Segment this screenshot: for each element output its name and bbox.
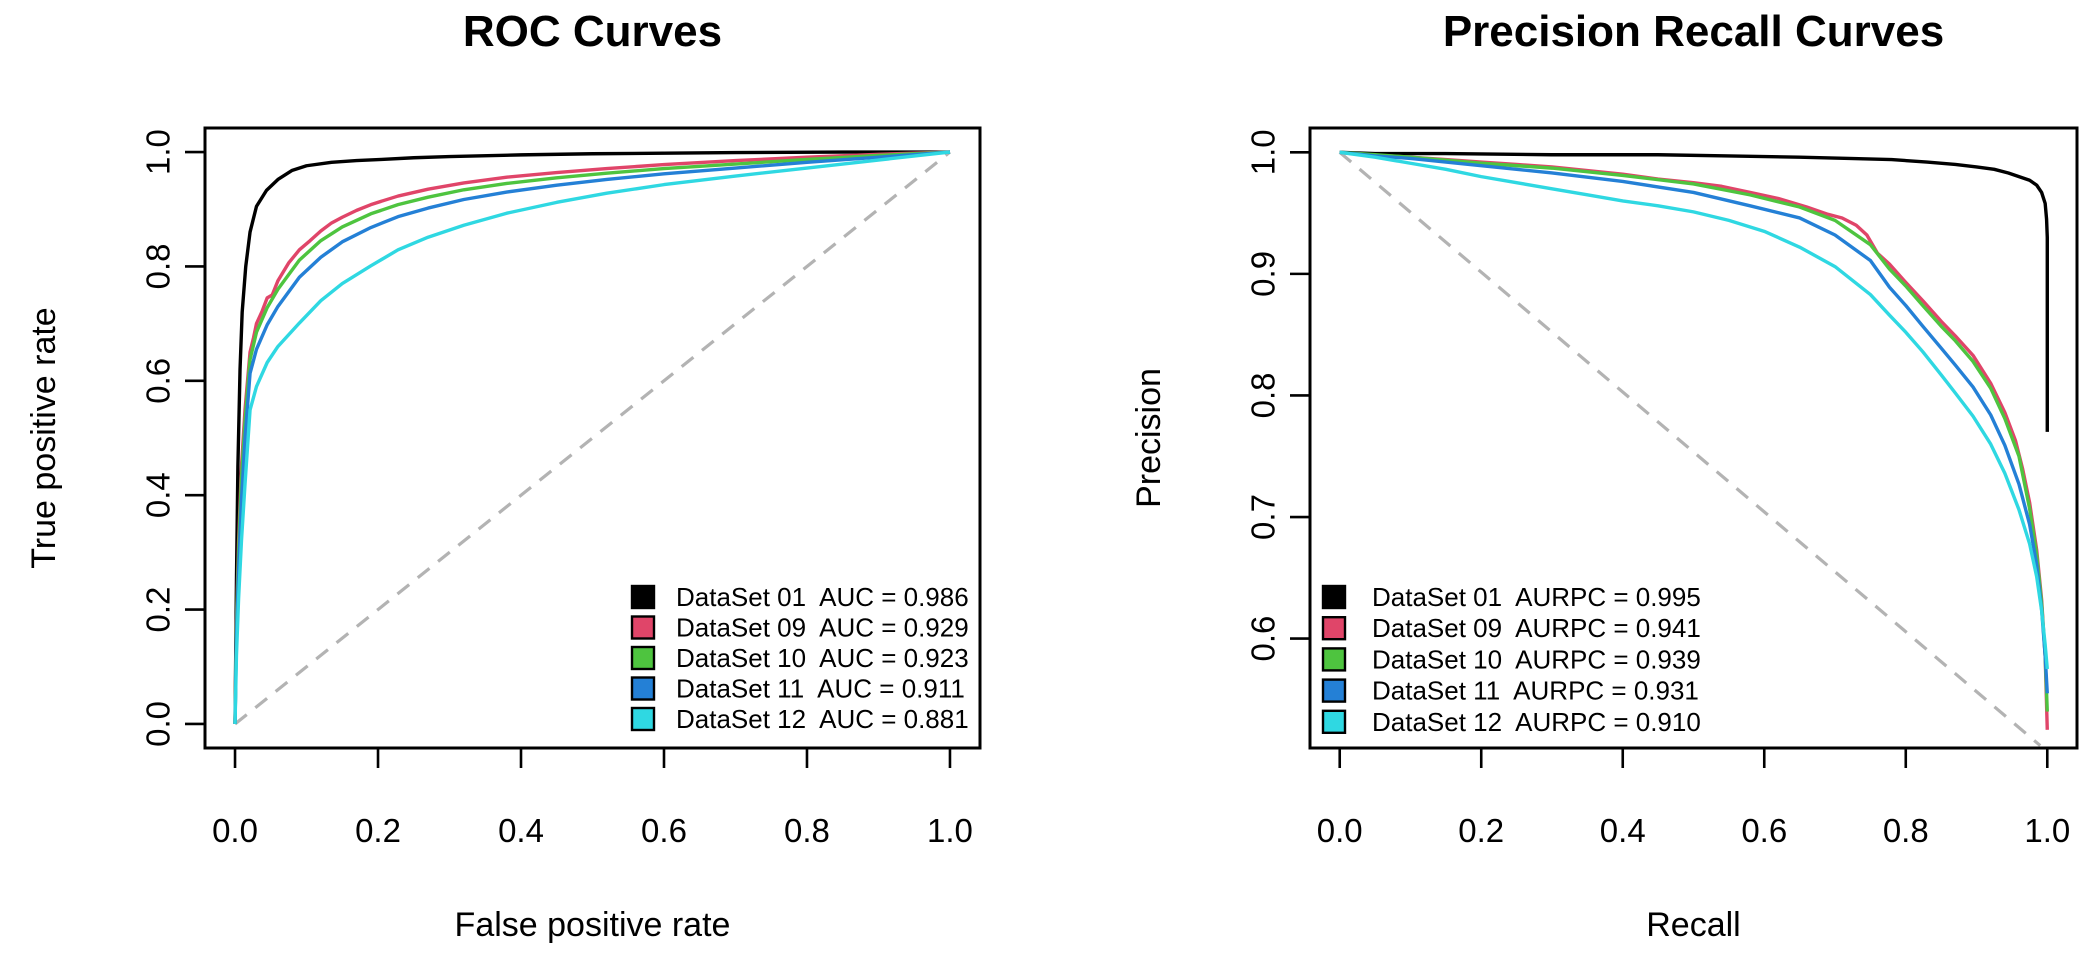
dataset-01-legend-swatch	[1321, 584, 1347, 610]
dataset-11-legend-swatch	[1321, 678, 1347, 703]
dataset-10-legend-swatch	[1321, 647, 1347, 672]
plot-border	[203, 126, 982, 750]
dataset-10-curve	[1339, 150, 2049, 712]
dataset-11-legend-label: DataSet 11 AUC = 0.911	[676, 674, 965, 704]
dataset-12-curve	[233, 150, 951, 725]
dataset-11-curve	[233, 150, 951, 725]
x-tick-label: 0.0	[1317, 812, 1363, 849]
y-tick-label: 0.8	[1245, 373, 1282, 419]
chart-title: ROC Curves	[463, 7, 722, 56]
x-axis-label: False positive rate	[455, 906, 731, 944]
x-tick-label: 0.2	[355, 812, 401, 849]
x-tick-label: 0.8	[1883, 812, 1929, 849]
dataset-11-legend-swatch	[630, 676, 656, 701]
dataset-01-legend-swatch	[630, 584, 656, 610]
x-tick-label: 0.4	[1600, 812, 1646, 849]
dataset-09-legend-label: DataSet 09 AUC = 0.929	[676, 613, 969, 643]
x-tick-label: 0.6	[641, 812, 687, 849]
y-axis-label: Precision	[1130, 368, 1168, 508]
dataset-12-legend-label: DataSet 12 AURPC = 0.910	[1372, 707, 1701, 737]
dataset-12-legend-swatch	[1321, 709, 1347, 734]
x-tick-label: 0.4	[498, 812, 544, 849]
roc-chart: ROC Curves False positive rate True positi…	[25, 7, 982, 944]
dataset-12-legend-swatch	[630, 706, 656, 732]
y-tick-label: 0.6	[139, 358, 176, 404]
y-tick-label: 1.0	[140, 129, 177, 175]
x-axis-label: Recall	[1646, 906, 1740, 944]
dataset-01-curve	[233, 150, 950, 724]
dataset-01-curve	[1339, 150, 2049, 432]
dataset-12-curve	[1339, 150, 2049, 670]
x-tick-label: 0.8	[784, 812, 830, 849]
y-tick-label: 0.2	[140, 587, 177, 633]
dataset-11-curve	[1339, 150, 2049, 694]
roc-chart-panel: ROC Curves False positive rate True positi…	[25, 7, 982, 944]
pr-chart: Precision Recall Curves Recall Precision 0.…	[1130, 7, 2079, 944]
x-tick-label: 0.6	[1741, 812, 1787, 849]
pr-chart-panel: Precision Recall Curves Recall Precision 0.…	[1045, 0, 2090, 968]
diagonal-reference-line	[1338, 151, 2042, 747]
y-tick-label: 0.8	[140, 243, 177, 289]
y-axis-label: True positive rate	[25, 307, 63, 568]
dataset-09-legend-swatch	[630, 615, 656, 640]
y-tick-label: 0.0	[140, 701, 177, 747]
plot-border	[1308, 126, 2079, 750]
dataset-01-legend-label: DataSet 01 AURPC = 0.995	[1372, 582, 1701, 612]
y-tick-label: 1.0	[1245, 129, 1282, 175]
dataset-10-legend-label: DataSet 10 AUC = 0.923	[676, 643, 969, 673]
chart-title: Precision Recall Curves	[1443, 7, 1944, 56]
dataset-10-legend-swatch	[630, 645, 656, 671]
x-tick-label: 1.0	[927, 812, 973, 849]
dataset-11-legend-label: DataSet 11 AURPC = 0.931	[1372, 676, 1699, 706]
y-tick-label: 0.4	[140, 472, 177, 518]
y-tick-label: 0.6	[1245, 616, 1282, 662]
x-tick-label: 0.0	[212, 812, 258, 849]
dataset-12-legend-label: DataSet 12 AUC = 0.881	[676, 704, 969, 734]
x-tick-label: 0.2	[1458, 812, 1504, 849]
diagonal-reference-line	[234, 150, 951, 726]
dataset-10-legend-label: DataSet 10 AURPC = 0.939	[1372, 644, 1701, 674]
y-tick-label: 0.9	[1245, 251, 1282, 297]
x-tick-label: 1.0	[2024, 812, 2070, 849]
y-tick-label: 0.7	[1245, 494, 1282, 540]
dataset-01-legend-label: DataSet 01 AUC = 0.986	[676, 582, 969, 612]
dataset-09-legend-swatch	[1321, 616, 1347, 641]
dataset-09-legend-label: DataSet 09 AURPC = 0.941	[1372, 613, 1701, 643]
